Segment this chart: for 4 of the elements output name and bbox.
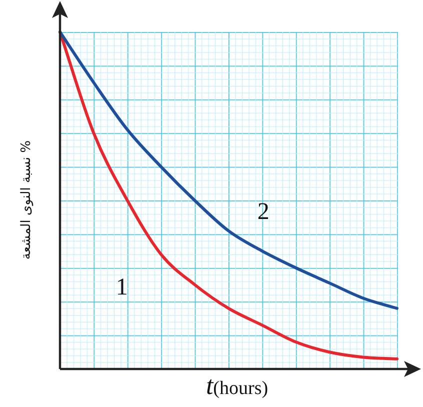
series-label: 1 [116, 274, 128, 300]
x-axis-title: t(hours) [206, 371, 268, 400]
y-axis-title: نسبة النوى المشعة % [19, 140, 34, 260]
series-label: 2 [257, 198, 270, 225]
